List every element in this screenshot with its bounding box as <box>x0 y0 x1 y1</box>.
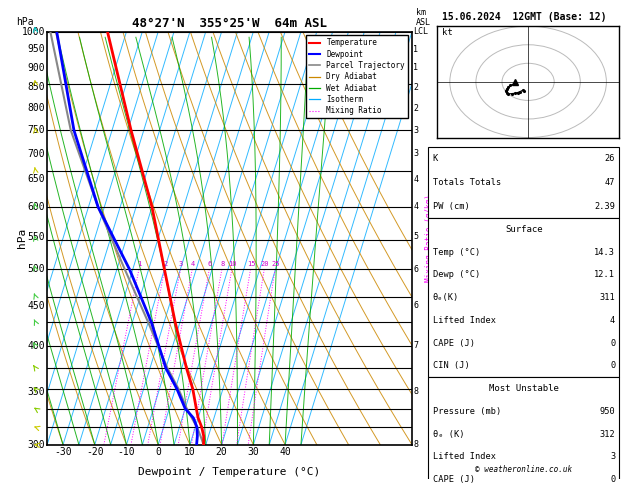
Text: 8: 8 <box>413 440 418 449</box>
Text: 1: 1 <box>413 63 418 72</box>
Text: 550: 550 <box>28 232 45 242</box>
Bar <box>428 218 620 377</box>
Text: Surface: Surface <box>505 225 543 234</box>
Text: hPa: hPa <box>16 17 34 27</box>
Text: hPa: hPa <box>16 228 26 248</box>
Text: 700: 700 <box>28 149 45 159</box>
Text: Totals Totals: Totals Totals <box>433 178 501 187</box>
Text: 25: 25 <box>271 260 280 266</box>
Text: 1: 1 <box>413 45 418 53</box>
Text: 0: 0 <box>610 339 615 347</box>
Text: 850: 850 <box>28 82 45 92</box>
Text: km
ASL: km ASL <box>416 8 431 27</box>
Bar <box>428 147 620 218</box>
Text: 40: 40 <box>279 447 291 457</box>
Text: 7: 7 <box>413 342 418 350</box>
Text: 2: 2 <box>163 260 167 266</box>
Text: Lifted Index: Lifted Index <box>433 452 496 461</box>
Text: 900: 900 <box>28 63 45 73</box>
Text: Most Unstable: Most Unstable <box>489 384 559 393</box>
Text: CIN (J): CIN (J) <box>433 362 469 370</box>
Text: 6: 6 <box>413 301 418 310</box>
Text: 0: 0 <box>155 447 161 457</box>
Text: 4: 4 <box>413 175 418 184</box>
Text: 0: 0 <box>610 475 615 484</box>
Text: 47: 47 <box>605 178 615 187</box>
Text: 2.39: 2.39 <box>594 202 615 211</box>
Text: K: K <box>433 155 438 163</box>
Text: Pressure (mb): Pressure (mb) <box>433 407 501 416</box>
Text: 600: 600 <box>28 202 45 212</box>
Text: Lifted Index: Lifted Index <box>433 316 496 325</box>
Text: 10: 10 <box>228 260 237 266</box>
Text: Temp (°C): Temp (°C) <box>433 248 480 257</box>
Text: kt: kt <box>442 28 453 37</box>
Text: CAPE (J): CAPE (J) <box>433 475 475 484</box>
Text: 15.06.2024  12GMT (Base: 12): 15.06.2024 12GMT (Base: 12) <box>442 12 606 22</box>
Text: 450: 450 <box>28 300 45 311</box>
Text: 300: 300 <box>28 440 45 450</box>
Text: Dewpoint / Temperature (°C): Dewpoint / Temperature (°C) <box>138 468 321 477</box>
Text: 311: 311 <box>599 293 615 302</box>
Text: 650: 650 <box>28 174 45 184</box>
Text: 350: 350 <box>28 387 45 397</box>
Text: 6: 6 <box>413 265 418 274</box>
Text: 750: 750 <box>28 125 45 135</box>
Text: 26: 26 <box>605 155 615 163</box>
Text: 5: 5 <box>413 232 418 241</box>
Text: 312: 312 <box>599 430 615 439</box>
Text: 8: 8 <box>220 260 225 266</box>
Text: 10: 10 <box>184 447 196 457</box>
Text: 400: 400 <box>28 341 45 351</box>
Text: LCL: LCL <box>413 27 428 36</box>
Text: 1: 1 <box>137 260 142 266</box>
Text: -10: -10 <box>118 447 135 457</box>
Text: 4: 4 <box>413 202 418 211</box>
Text: 950: 950 <box>28 44 45 54</box>
Text: -20: -20 <box>86 447 104 457</box>
Text: 15: 15 <box>247 260 255 266</box>
Text: 2: 2 <box>413 83 418 92</box>
Text: 4: 4 <box>610 316 615 325</box>
Text: 800: 800 <box>28 103 45 113</box>
Text: 20: 20 <box>260 260 269 266</box>
Text: 30: 30 <box>247 447 259 457</box>
Text: 14.3: 14.3 <box>594 248 615 257</box>
Text: Dewp (°C): Dewp (°C) <box>433 270 480 279</box>
Text: 3: 3 <box>413 126 418 135</box>
Text: 1000: 1000 <box>22 27 45 36</box>
Text: PW (cm): PW (cm) <box>433 202 469 211</box>
Text: 3: 3 <box>179 260 183 266</box>
Text: θₑ (K): θₑ (K) <box>433 430 464 439</box>
Text: 8: 8 <box>413 387 418 396</box>
Text: 4: 4 <box>191 260 195 266</box>
Text: © weatheronline.co.uk: © weatheronline.co.uk <box>476 465 572 474</box>
Text: 0: 0 <box>610 362 615 370</box>
Text: 20: 20 <box>216 447 228 457</box>
Text: CAPE (J): CAPE (J) <box>433 339 475 347</box>
Title: 48°27'N  355°25'W  64m ASL: 48°27'N 355°25'W 64m ASL <box>132 17 327 31</box>
Text: -30: -30 <box>54 447 72 457</box>
Text: Mixing Ratio (g/kg): Mixing Ratio (g/kg) <box>425 194 434 282</box>
Legend: Temperature, Dewpoint, Parcel Trajectory, Dry Adiabat, Wet Adiabat, Isotherm, Mi: Temperature, Dewpoint, Parcel Trajectory… <box>306 35 408 118</box>
Bar <box>428 377 620 486</box>
Text: 950: 950 <box>599 407 615 416</box>
Text: 12.1: 12.1 <box>594 270 615 279</box>
Text: θₑ(K): θₑ(K) <box>433 293 459 302</box>
Text: 3: 3 <box>413 150 418 158</box>
Text: 3: 3 <box>610 452 615 461</box>
Text: 2: 2 <box>413 104 418 113</box>
Text: 6: 6 <box>208 260 212 266</box>
Text: 500: 500 <box>28 264 45 275</box>
